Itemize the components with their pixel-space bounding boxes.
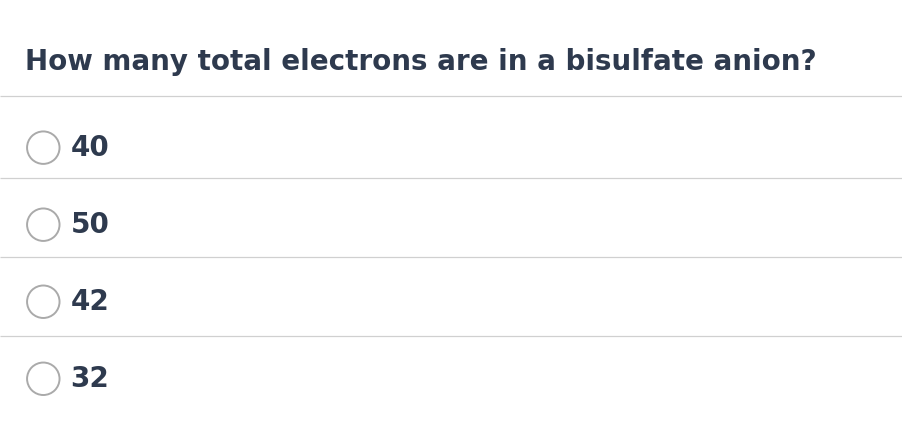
Text: How many total electrons are in a bisulfate anion?: How many total electrons are in a bisulf… xyxy=(25,48,817,76)
Text: 40: 40 xyxy=(70,134,109,162)
Text: 50: 50 xyxy=(70,211,109,239)
Text: 42: 42 xyxy=(70,288,109,316)
Text: 32: 32 xyxy=(70,365,109,393)
